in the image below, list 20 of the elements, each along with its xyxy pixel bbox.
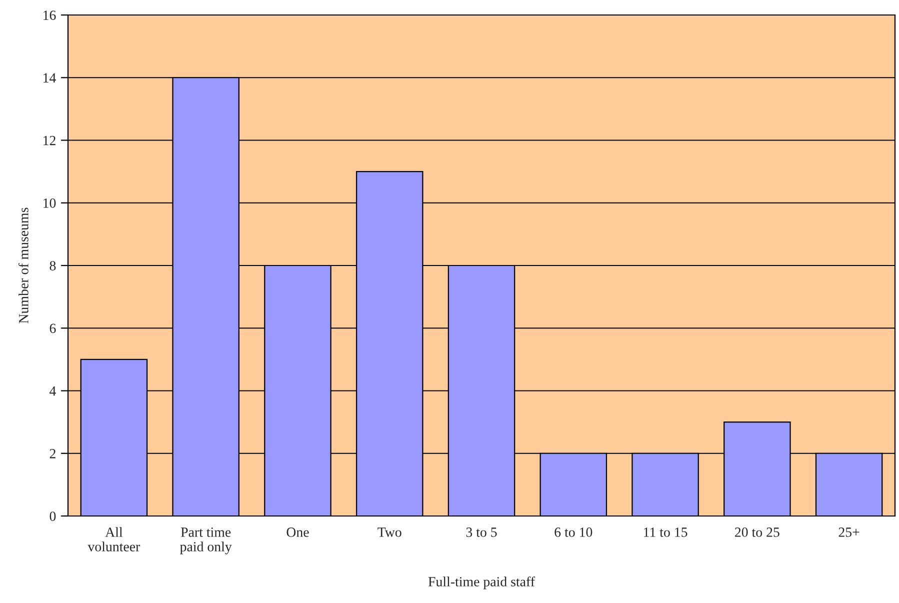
y-tick-label: 16 (44, 10, 56, 20)
y-tick-label: 0 (50, 512, 56, 521)
x-tick-label: Two (378, 528, 402, 537)
y-tick-label: 6 (50, 324, 56, 334)
y-tick-label: 14 (44, 73, 56, 82)
y-tick-label: 4 (50, 386, 56, 396)
x-tick-label: One (286, 528, 309, 537)
x-tick-label: 20 to 25 (735, 528, 780, 537)
x-axis-title: Full-time paid staff (428, 576, 535, 590)
y-tick-label: 2 (50, 448, 56, 458)
y-tick-label: 8 (50, 261, 56, 270)
y-tick-label: 10 (44, 198, 56, 208)
x-tick-label: All volunteer (88, 527, 140, 552)
x-tick-label: 3 to 5 (466, 528, 497, 537)
y-axis-title: Number of museums (18, 208, 28, 324)
x-tick-label: 25+ (838, 528, 860, 537)
x-tick-label: Part time paid only (180, 528, 232, 554)
y-tick-label: 12 (44, 136, 56, 146)
x-tick-label: 11 to 15 (644, 528, 688, 537)
x-tick-label: 6 to 10 (554, 528, 592, 537)
